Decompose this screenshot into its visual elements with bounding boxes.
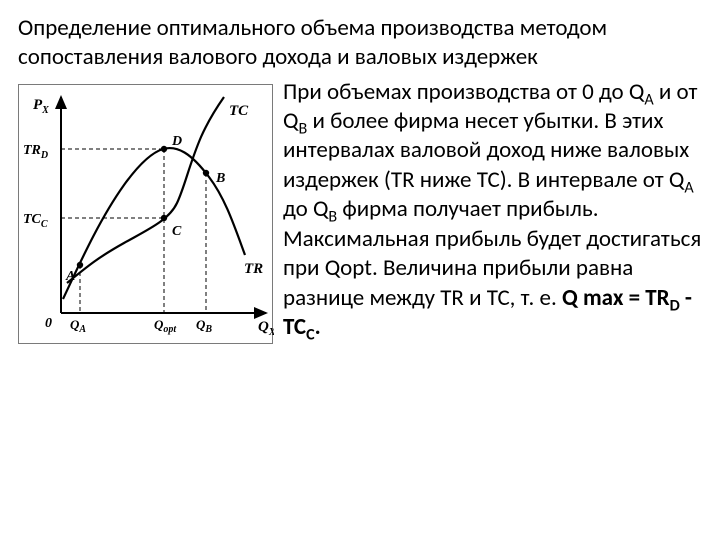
f1: Q max = TR [562,284,670,312]
svg-text:D: D [171,134,182,149]
svg-text:Qopt: Qopt [154,317,177,335]
t4: до Q [283,195,328,223]
sub-c: C [306,326,315,345]
svg-text:A: A [65,269,75,284]
sub-a2: A [684,178,693,197]
f3: . [315,313,321,341]
svg-text:TCC: TCC [23,212,48,230]
content-row: TC TR A D C B PX QX 0 TRD TCC QA Qopt QB При объемах … [18,78,702,344]
svg-text:QX: QX [258,319,274,338]
svg-text:QA: QA [70,317,86,335]
page-title: Определение оптимального объема производ… [18,14,702,72]
chart-svg: TC TR A D C B PX QX 0 TRD TCC QA Qopt QB [19,85,274,345]
chart-container: TC TR A D C B PX QX 0 TRD TCC QA Qopt QB [18,78,273,344]
sub-d: D [670,296,680,315]
t3: и более фирма несет убытки. В этих интер… [283,107,689,194]
svg-text:C: C [172,224,182,239]
svg-text:TR: TR [244,261,263,277]
t1: При объемах производства от 0 до Q [283,78,644,106]
body-paragraph: При объемах производства от 0 до QA и от… [283,78,702,344]
svg-text:B: B [215,171,225,186]
svg-text:TRD: TRD [23,143,48,161]
svg-text:0: 0 [45,316,52,331]
svg-text:PX: PX [33,97,49,116]
svg-text:TC: TC [229,103,249,119]
chart-box: TC TR A D C B PX QX 0 TRD TCC QA Qopt QB [18,84,273,344]
svg-text:QB: QB [196,317,212,335]
